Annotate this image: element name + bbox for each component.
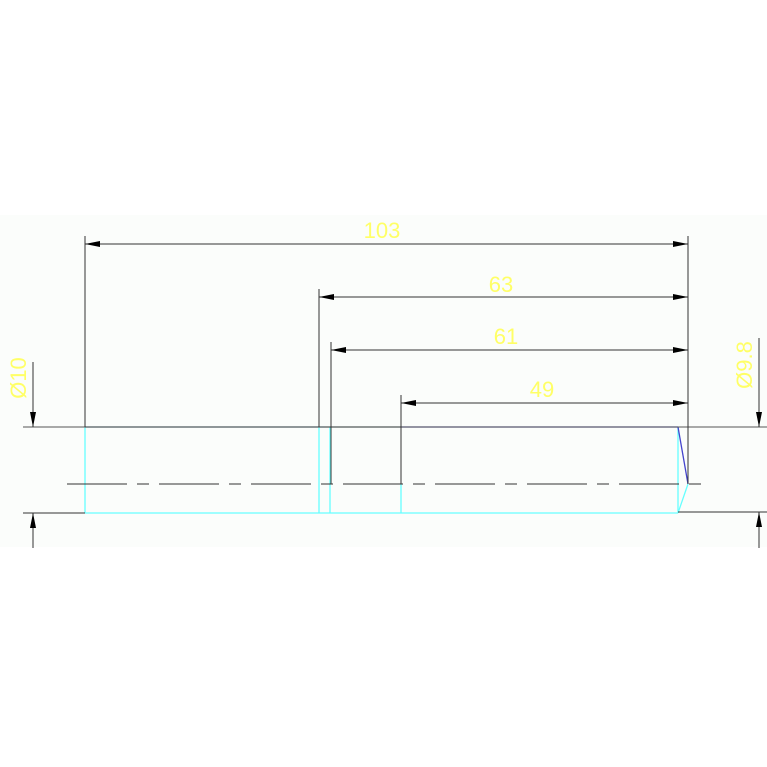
diameter-dim-lines [30, 338, 762, 548]
dim-text-49: 49 [530, 377, 554, 402]
dim-text-63: 63 [489, 272, 513, 297]
background-band [0, 215, 767, 547]
chamfer-edge [677, 426, 689, 485]
dim-text-61: 61 [494, 324, 518, 349]
dim-text-103: 103 [364, 218, 401, 243]
part-outline [84, 427, 689, 514]
dim-text-diameter-10: Ø10 [6, 357, 31, 399]
dimension-lines [85, 241, 688, 406]
dim-text-diameter-9-8: Ø9.8 [732, 341, 757, 389]
extension-lines [23, 236, 767, 514]
